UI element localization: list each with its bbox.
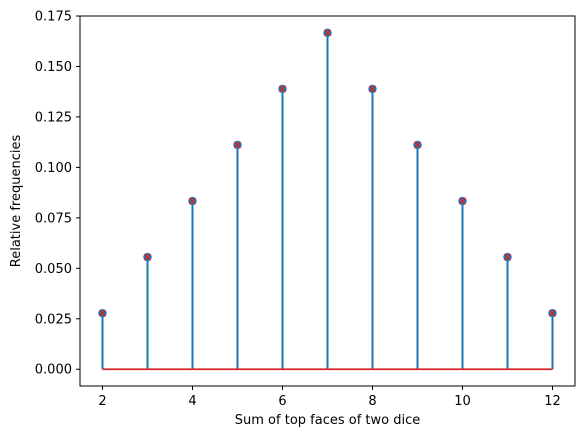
x-marker-stroke xyxy=(143,253,152,261)
x-marker-3 xyxy=(143,253,152,261)
x-tick-label: 6 xyxy=(278,394,286,409)
y-axis-ticks: 0.000 0.025 0.050 0.075 0.100 0.125 0.150 0.175 xyxy=(35,10,80,378)
x-tick-label: 10 xyxy=(454,394,471,409)
x-marker-stroke xyxy=(458,197,467,205)
x-marker-5 xyxy=(233,141,242,149)
x-tick-label: 12 xyxy=(544,394,561,409)
x-marker-stroke xyxy=(98,309,107,317)
y-tick-label: 0.100 xyxy=(35,161,72,176)
y-tick-label: 0.050 xyxy=(35,262,72,277)
x-marker-8 xyxy=(368,85,377,93)
y-tick-label: 0.175 xyxy=(35,10,72,25)
x-axis-ticks: 2 4 6 8 10 12 xyxy=(98,386,561,409)
x-marker-stroke xyxy=(503,253,512,261)
x-marker-2 xyxy=(98,309,107,317)
y-tick-label: 0.150 xyxy=(35,60,72,75)
x-tick-label: 2 xyxy=(98,394,106,409)
y-tick-label: 0.075 xyxy=(35,211,72,226)
x-marker-stroke xyxy=(233,141,242,149)
x-marker-stroke xyxy=(548,309,557,317)
x-marker-10 xyxy=(458,197,467,205)
x-marker-stroke xyxy=(323,29,332,37)
y-tick-label: 0.000 xyxy=(35,363,72,378)
x-marker-stroke xyxy=(413,141,422,149)
x-marker-stroke xyxy=(278,85,287,93)
x-marker-stroke xyxy=(188,197,197,205)
x-tick-label: 4 xyxy=(188,394,196,409)
x-marker-12 xyxy=(548,309,557,317)
x-marker-9 xyxy=(413,141,422,149)
x-marker-stroke xyxy=(368,85,377,93)
x-marker-6 xyxy=(278,85,287,93)
axes-frame xyxy=(79,15,576,387)
x-marker-11 xyxy=(503,253,512,261)
x-marker-4 xyxy=(188,197,197,205)
y-tick-label: 0.125 xyxy=(35,110,72,125)
x-marker-7 xyxy=(323,29,332,37)
x-tick-label: 8 xyxy=(368,394,376,409)
y-axis-label: Relative frequencies xyxy=(9,135,24,268)
x-axis-label: Sum of top faces of two dice xyxy=(235,413,420,428)
plot-area xyxy=(98,28,557,371)
y-tick-label: 0.025 xyxy=(35,312,72,327)
